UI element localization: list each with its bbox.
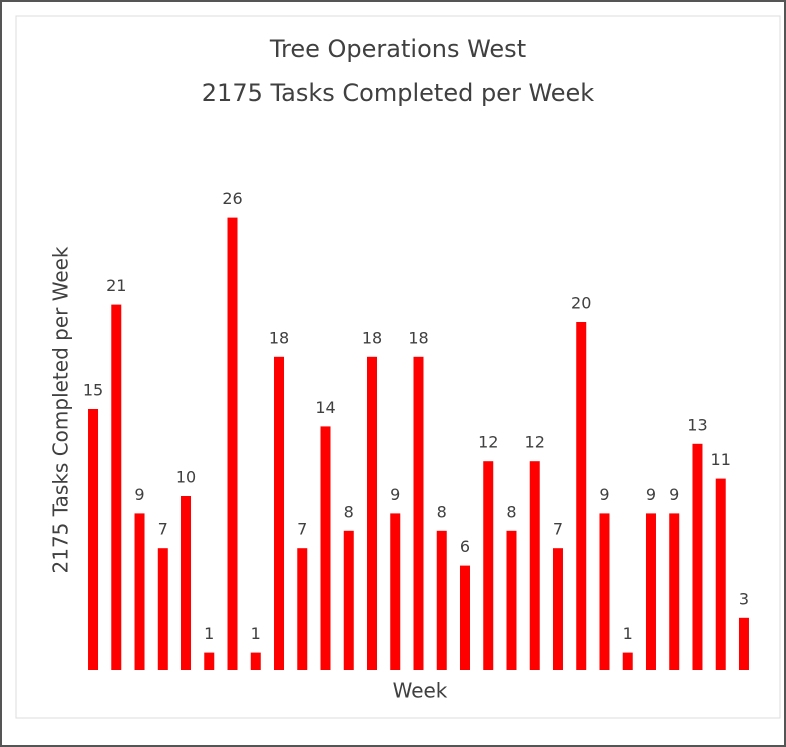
bar [343,530,354,670]
data-label: 6 [460,537,470,556]
data-label: 15 [83,381,103,400]
data-label: 8 [506,502,516,521]
bar [227,217,238,670]
bar [599,513,610,670]
bar [738,617,749,670]
data-label: 26 [222,189,242,208]
x-axis-label: Week [393,679,448,703]
bar [413,356,424,670]
bar [483,461,494,670]
bar [715,478,726,670]
bar [181,496,192,670]
data-label: 8 [344,502,354,521]
bar [645,513,656,670]
bar [204,652,215,670]
bar [669,513,680,670]
data-label: 7 [158,520,168,539]
bar [274,356,285,670]
data-label: 13 [687,415,707,434]
data-label: 9 [646,485,656,504]
y-axis-label: 2175 Tasks Completed per Week [49,246,73,573]
data-label: 12 [478,433,498,452]
data-label: 3 [739,589,749,608]
data-label: 18 [362,328,382,347]
data-label: 7 [553,520,563,539]
bar [320,426,331,670]
data-label: 9 [134,485,144,504]
data-label: 9 [669,485,679,504]
data-label: 18 [269,328,289,347]
data-label: 12 [525,433,545,452]
data-label: 21 [106,276,126,295]
bar [529,461,540,670]
data-label: 18 [408,328,428,347]
bar [111,304,122,670]
data-label: 9 [599,485,609,504]
bar [622,652,633,670]
bar [390,513,401,670]
data-label: 1 [623,624,633,643]
data-label: 9 [390,485,400,504]
bar [134,513,145,670]
bar [157,548,168,670]
bar [297,548,308,670]
data-label: 10 [176,468,196,487]
bar [576,322,587,670]
data-label: 7 [297,520,307,539]
data-label: 20 [571,294,591,313]
bar [367,356,378,670]
data-label: 8 [437,502,447,521]
bar [436,530,447,670]
bar [88,409,99,670]
bar [250,652,261,670]
chart-subtitle: 2175 Tasks Completed per Week [202,79,595,107]
bar [692,443,703,670]
bar [459,565,470,670]
bar [506,530,517,670]
data-label: 14 [315,398,335,417]
bar [552,548,563,670]
data-label: 1 [251,624,261,643]
data-label: 1 [204,624,214,643]
chart-title: Tree Operations West [269,35,526,63]
data-label: 11 [711,450,731,469]
